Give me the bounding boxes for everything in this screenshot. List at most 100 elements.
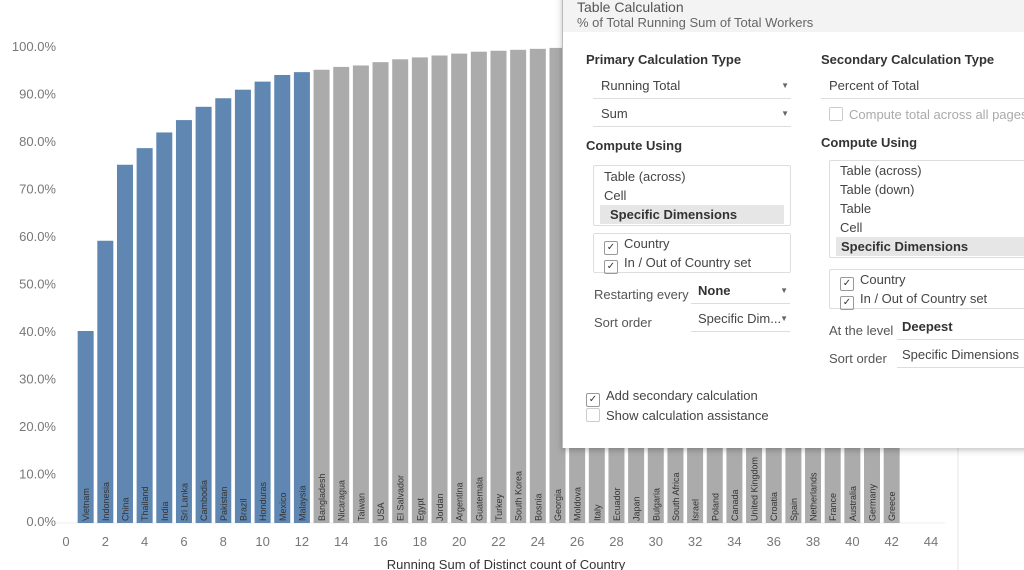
bar-label: Netherlands (809, 472, 819, 521)
dimension-country[interactable]: ✓ Country (830, 270, 1024, 291)
bar-label: Pakistan (219, 486, 229, 521)
bar[interactable] (136, 148, 153, 523)
bar[interactable] (490, 50, 507, 523)
dimension-label: In / Out of Country set (860, 291, 988, 306)
bar-label: Israel (691, 499, 701, 521)
y-tick-label: 0.0% (26, 514, 56, 529)
compute-option-table-across[interactable]: Table (across) (604, 169, 686, 184)
primary-type-dropdown[interactable]: Running Total ▼ (593, 76, 791, 99)
checkbox-checked-icon[interactable]: ✓ (586, 393, 600, 407)
secondary-type-dropdown[interactable]: Percent of Total (821, 76, 1024, 99)
bar[interactable] (431, 55, 448, 524)
bar[interactable] (549, 47, 566, 524)
bar[interactable] (313, 69, 330, 523)
secondary-type-value: Percent of Total (829, 78, 920, 93)
bar[interactable] (254, 81, 271, 523)
bar-label: Guatemala (474, 477, 484, 521)
add-secondary-label: Add secondary calculation (606, 388, 758, 403)
bar[interactable] (274, 74, 291, 523)
restarting-dropdown[interactable]: None ▼ (691, 281, 790, 304)
compute-option-cell[interactable]: Cell (840, 220, 863, 235)
dimension-in-out-set[interactable]: ✓ In / Out of Country set (594, 253, 790, 274)
bar[interactable] (234, 89, 251, 523)
bar[interactable] (116, 164, 133, 523)
y-tick-label: 90.0% (19, 87, 56, 102)
bar[interactable] (451, 53, 468, 523)
add-secondary-checkbox[interactable]: ✓ Add secondary calculation (586, 388, 758, 407)
checkbox-unchecked-icon[interactable] (586, 408, 600, 422)
y-tick-label: 60.0% (19, 229, 56, 244)
checkbox-checked-icon[interactable]: ✓ (840, 277, 854, 291)
dialog-header: Table Calculation % of Total Running Sum… (563, 0, 1024, 32)
bar[interactable] (372, 62, 389, 524)
secondary-compute-list[interactable]: Table (across) Table (down) Table Cell S… (829, 160, 1024, 258)
bar-label: United Kingdom (750, 457, 760, 521)
bar[interactable] (215, 98, 232, 523)
x-tick-label: 22 (491, 534, 505, 549)
primary-type-value: Running Total (601, 78, 681, 93)
compute-option-specific-dimensions[interactable]: Specific Dimensions (836, 237, 1024, 256)
x-tick-label: 14 (334, 534, 348, 549)
bar[interactable] (529, 48, 546, 523)
aggregation-dropdown[interactable]: Sum ▼ (593, 104, 791, 127)
compute-option-specific-dimensions[interactable]: Specific Dimensions (600, 205, 784, 224)
y-tick-label: 70.0% (19, 182, 56, 197)
primary-compute-list[interactable]: Table (across) Cell Specific Dimensions (593, 165, 791, 226)
bar[interactable] (333, 66, 350, 524)
x-axis-title: Running Sum of Distinct count of Country (387, 557, 626, 570)
bar-label: China (120, 497, 130, 521)
level-dropdown[interactable]: Deepest (897, 317, 1024, 340)
bar[interactable] (352, 65, 369, 523)
bar-label: Brazil (238, 498, 248, 521)
secondary-sort-dropdown[interactable]: Specific Dimensions (897, 345, 1024, 368)
bar[interactable] (175, 120, 192, 523)
bar-label: Mexico (278, 492, 288, 521)
bar-label: Thailand (140, 486, 150, 521)
bar-label: Nicaragua (337, 480, 347, 521)
bar[interactable] (293, 72, 310, 523)
secondary-sort-label: Sort order (829, 351, 887, 366)
compute-option-table-down[interactable]: Table (down) (840, 182, 915, 197)
sort-order-dropdown[interactable]: Specific Dim... ▼ (691, 309, 790, 332)
compute-option-table[interactable]: Table (840, 201, 872, 216)
bar[interactable] (156, 132, 173, 523)
y-tick-label: 80.0% (19, 134, 56, 149)
x-tick-label: 4 (141, 534, 148, 549)
bar[interactable] (195, 106, 212, 524)
checkbox-checked-icon[interactable]: ✓ (604, 260, 618, 274)
x-tick-label: 16 (373, 534, 387, 549)
bar-label: Ecuador (612, 487, 622, 521)
dimension-country[interactable]: ✓ Country (594, 234, 790, 255)
bar[interactable] (411, 57, 428, 524)
secondary-compute-heading: Compute Using (821, 135, 918, 150)
y-tick-label: 30.0% (19, 372, 56, 387)
bar-label: Spain (789, 498, 799, 521)
bar-label: Vietnam (81, 488, 91, 521)
y-tick-label: 20.0% (19, 419, 56, 434)
bar-label: Cambodia (199, 480, 209, 521)
compute-option-table-across[interactable]: Table (across) (840, 163, 922, 178)
checkbox-checked-icon[interactable]: ✓ (840, 296, 854, 310)
bar-label: South Korea (514, 471, 524, 521)
compute-option-cell[interactable]: Cell (604, 188, 627, 203)
x-tick-label: 42 (884, 534, 898, 549)
bar[interactable] (392, 59, 409, 524)
bar[interactable] (77, 331, 94, 523)
level-value: Deepest (902, 319, 953, 334)
bar-label: Bangladesh (317, 473, 327, 521)
compute-all-pages-checkbox[interactable]: Compute total across all pages (829, 107, 1024, 122)
bar[interactable] (510, 49, 527, 524)
x-tick-label: 10 (255, 534, 269, 549)
primary-dimensions-list: ✓ Country ✓ In / Out of Country set (593, 233, 791, 274)
restarting-value: None (698, 283, 731, 298)
show-assistance-checkbox[interactable]: Show calculation assistance (586, 408, 769, 423)
checkbox-checked-icon[interactable]: ✓ (604, 241, 618, 255)
dimension-in-out-set[interactable]: ✓ In / Out of Country set (830, 289, 1024, 310)
checkbox-unchecked-icon[interactable] (829, 107, 843, 121)
bar-label: Japan (632, 496, 642, 521)
x-tick-label: 26 (570, 534, 584, 549)
bar[interactable] (97, 240, 114, 523)
bar-label: Croatia (769, 492, 779, 521)
x-tick-label: 18 (413, 534, 427, 549)
bar[interactable] (470, 51, 487, 523)
